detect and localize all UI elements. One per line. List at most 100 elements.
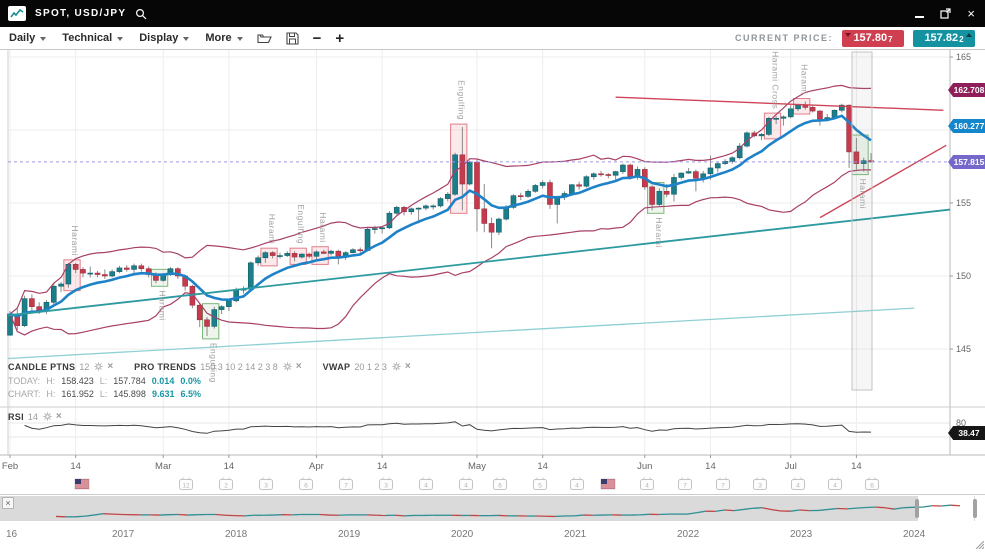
remove-indicator-icon[interactable]: × (56, 411, 62, 422)
settings-gear-icon[interactable] (94, 362, 103, 371)
calendar-event-icon[interactable]: 6 (300, 478, 313, 490)
calendar-event-icon[interactable]: 3 (380, 478, 393, 490)
today-high: 158.423 (61, 376, 94, 386)
svg-text:2: 2 (224, 483, 228, 490)
settings-gear-icon[interactable] (43, 412, 52, 421)
calendar-event-icon[interactable]: 4 (460, 478, 473, 490)
current-price-badge: 157.815 (948, 155, 985, 169)
calendar-event-icon[interactable]: 3 (754, 478, 767, 490)
settings-gear-icon[interactable] (392, 362, 401, 371)
svg-text:2019: 2019 (338, 529, 361, 540)
pattern-label: Engulfing (296, 204, 306, 244)
navigator-close-button[interactable]: × (2, 497, 14, 509)
calendar-event-icon[interactable]: 6 (494, 478, 507, 490)
calendar-event-icon[interactable]: 7 (679, 478, 692, 490)
calendar-event-icon[interactable]: 7 (340, 478, 353, 490)
zoom-in-button[interactable]: + (335, 31, 344, 46)
svg-text:2018: 2018 (225, 529, 248, 540)
svg-text:6: 6 (498, 483, 502, 490)
svg-text:2017: 2017 (112, 529, 135, 540)
calendar-event-icon[interactable]: 6 (866, 478, 879, 490)
today-change-pct: 0.0% (180, 376, 201, 386)
chart-low: 145.898 (113, 389, 146, 399)
svg-text:Mar: Mar (155, 461, 171, 472)
indicator-lines (8, 85, 950, 358)
down-arrow-icon (845, 33, 851, 37)
calendar-event-icon[interactable]: 4 (829, 478, 842, 490)
svg-text:3: 3 (384, 483, 388, 490)
svg-text:3: 3 (264, 483, 268, 490)
calendar-event-icon[interactable]: 4 (571, 478, 584, 490)
pattern-label: Harami Cross (770, 51, 780, 109)
save-icon[interactable] (286, 32, 299, 45)
calendar-event-icon[interactable]: 12 (180, 478, 193, 490)
remove-indicator-icon[interactable]: × (405, 361, 411, 372)
minimize-button[interactable] (915, 7, 924, 21)
svg-text:4: 4 (796, 483, 800, 490)
popout-icon[interactable] (940, 7, 951, 21)
page-title: SPOT, USD/JPY (35, 8, 126, 19)
calendar-event-icon[interactable]: 2 (220, 478, 233, 490)
svg-text:3: 3 (758, 483, 762, 490)
svg-text:Jun: Jun (637, 461, 652, 472)
chevron-down-icon (237, 37, 243, 41)
calendar-event-icon[interactable]: 5 (534, 478, 547, 490)
settings-gear-icon[interactable] (283, 362, 292, 371)
trend-line (8, 210, 950, 316)
menu-display[interactable]: Display (139, 32, 189, 44)
svg-text:2023: 2023 (790, 529, 813, 540)
open-folder-icon[interactable] (257, 32, 272, 44)
svg-text:7: 7 (344, 483, 348, 490)
svg-text:16: 16 (6, 529, 18, 540)
today-change: 0.014 (152, 376, 175, 386)
remove-indicator-icon[interactable]: × (296, 361, 302, 372)
svg-text:7: 7 (683, 483, 687, 490)
pattern-label: Harami (70, 225, 80, 255)
svg-text:4: 4 (575, 483, 579, 490)
svg-text:4: 4 (464, 483, 468, 490)
svg-text:May: May (468, 461, 486, 472)
navigator-selection[interactable] (918, 496, 974, 521)
menu-daily[interactable]: Daily (9, 32, 46, 44)
measure-band (852, 52, 872, 390)
svg-text:14: 14 (377, 461, 388, 472)
trend-line (820, 145, 946, 217)
pattern-label: Harami (858, 179, 868, 209)
svg-text:14: 14 (537, 461, 548, 472)
navigator-handle-left[interactable] (915, 499, 919, 518)
svg-text:2020: 2020 (451, 529, 474, 540)
svg-text:14: 14 (851, 461, 862, 472)
indicator-pro-trends: PRO TRENDS 150 3 10 2 14 2 3 8 × (134, 361, 301, 372)
pattern-label: Engulfing (457, 80, 467, 120)
today-stats-row: TODAY: H:158.423 L:157.784 0.014 0.0% (8, 376, 201, 386)
today-low: 157.784 (113, 376, 146, 386)
calendar-event-icon[interactable]: 7 (717, 478, 730, 490)
rsi-line (25, 422, 871, 434)
remove-indicator-icon[interactable]: × (107, 361, 113, 372)
svg-text:Feb: Feb (2, 461, 18, 472)
close-button[interactable]: × (967, 7, 975, 21)
zoom-out-button[interactable]: − (313, 31, 322, 46)
navigator-handle-right[interactable] (973, 499, 977, 518)
menu-technical[interactable]: Technical (62, 32, 123, 44)
search-icon[interactable] (135, 8, 147, 20)
calendar-event-icon[interactable]: 3 (260, 478, 273, 490)
calendar-event-icon[interactable]: 4 (420, 478, 433, 490)
svg-text:2024: 2024 (903, 529, 926, 540)
svg-text:165: 165 (956, 52, 971, 62)
resize-grip[interactable] (974, 536, 984, 544)
current-price-label: CURRENT PRICE: (735, 33, 833, 43)
menu-more[interactable]: More (205, 32, 242, 44)
svg-text:150: 150 (956, 271, 971, 281)
svg-text:12: 12 (182, 483, 190, 490)
calendar-event-icon[interactable]: 4 (792, 478, 805, 490)
us-flag-icon[interactable] (601, 479, 615, 489)
economic-events-row: 12 2 3 6 7 3 4 4 6 5 4 4 7 7 3 4 4 6 (75, 478, 879, 490)
us-flag-icon[interactable] (75, 479, 89, 489)
chart-range: 9.631 (152, 389, 175, 399)
chevron-down-icon (117, 37, 123, 41)
calendar-event-icon[interactable]: 4 (641, 478, 654, 490)
